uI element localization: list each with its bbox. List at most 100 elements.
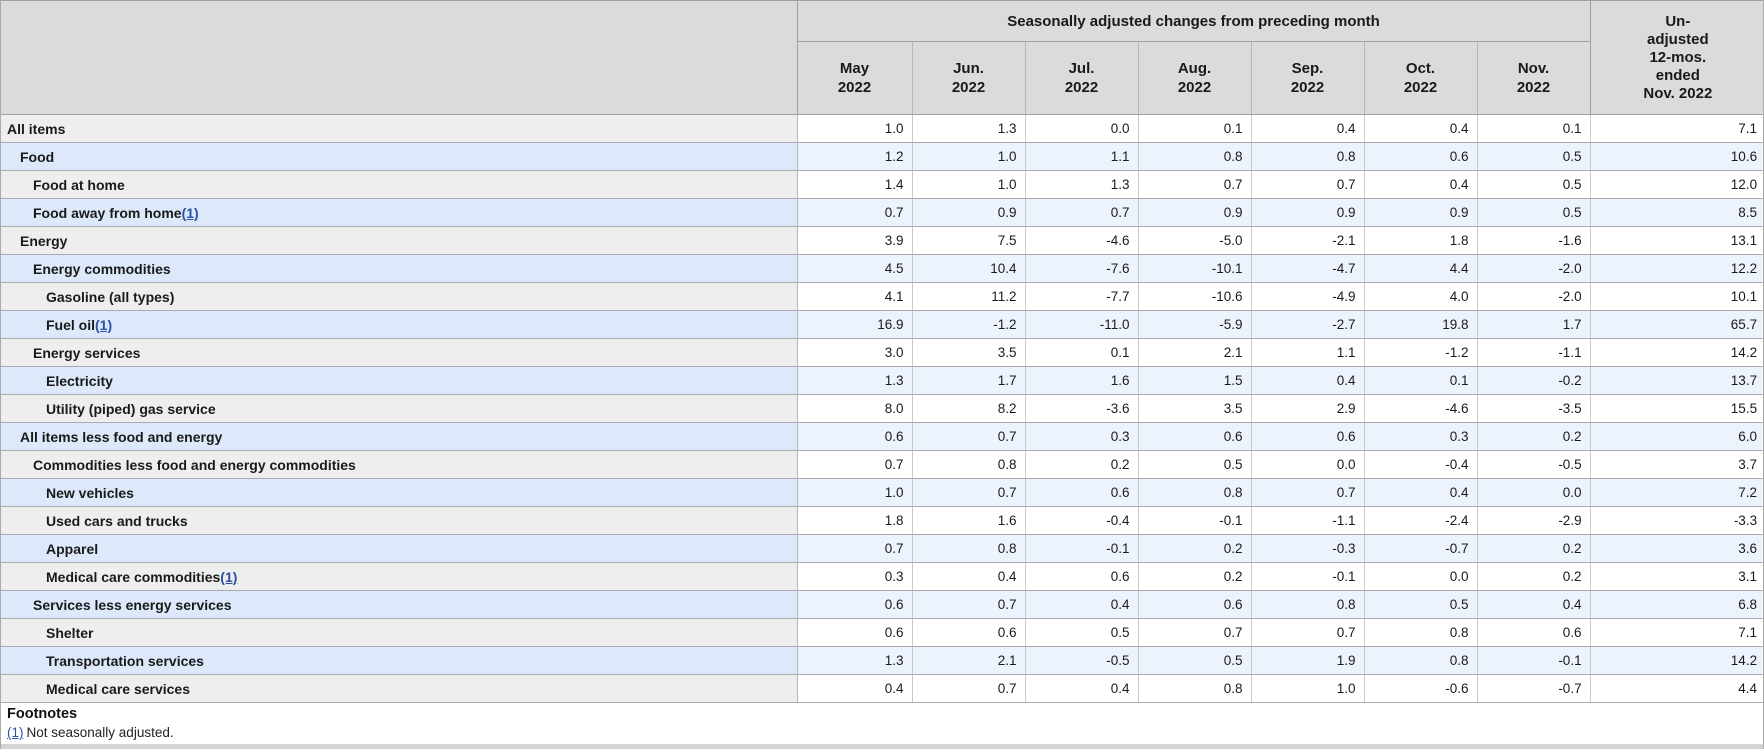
table-row: Fuel oil(1) 16.9 -1.2 -11.0 -5.9 -2.7 19.8 1.7 6…	[1, 310, 1763, 339]
data-cell: 0.7	[1137, 170, 1251, 199]
data-cell: 1.7	[911, 366, 1025, 395]
data-cell: 0.4	[1250, 114, 1364, 143]
data-cell: 0.8	[1363, 646, 1477, 675]
data-cell: -7.7	[1024, 282, 1138, 311]
data-cell: 0.1	[1363, 366, 1477, 395]
data-cell: -2.9	[1476, 506, 1591, 535]
data-cell: 0.6	[796, 618, 912, 647]
table-row: Shelter 0.6 0.6 0.5 0.7 0.7 0.8 0.6 7.1	[1, 618, 1763, 647]
footnote-1-link[interactable]: (1)	[7, 725, 24, 740]
data-cell: 0.7	[796, 198, 912, 227]
data-cell: 4.5	[796, 254, 912, 283]
unadjusted-12mo-cell: 15.5	[1589, 394, 1763, 423]
data-cell: 0.7	[1250, 478, 1364, 507]
data-cell: -0.7	[1476, 674, 1591, 703]
month-header: Oct. 2022	[1363, 41, 1477, 115]
data-cell: 0.7	[911, 422, 1025, 451]
data-cell: 2.9	[1250, 394, 1364, 423]
data-cell: 19.8	[1363, 310, 1477, 339]
data-cell: 3.9	[796, 226, 912, 255]
data-cell: -4.6	[1363, 394, 1477, 423]
data-cell: 1.0	[911, 142, 1025, 171]
data-cell: 0.3	[1363, 422, 1477, 451]
table-row: Used cars and trucks 1.8 1.6 -0.4 -0.1 -1.1 -2…	[1, 506, 1763, 535]
data-cell: 0.5	[1476, 198, 1591, 227]
row-label: Energy services	[1, 338, 797, 367]
footnote-link[interactable]: (1)	[220, 568, 238, 585]
data-cell: 1.8	[796, 506, 912, 535]
table-row: All items 1.0 1.3 0.0 0.1 0.4 0.4 0.1 7.1	[1, 114, 1763, 143]
data-cell: -2.4	[1363, 506, 1477, 535]
row-label: Food	[1, 142, 797, 171]
data-cell: 0.6	[1137, 422, 1251, 451]
table-row: Services less energy services 0.6 0.7 0.4 0.…	[1, 590, 1763, 619]
footnote-link[interactable]: (1)	[181, 204, 199, 221]
data-cell: -0.7	[1363, 534, 1477, 563]
data-cell: -10.1	[1137, 254, 1251, 283]
data-cell: 2.1	[1137, 338, 1251, 367]
data-cell: 11.2	[911, 282, 1025, 311]
data-cell: -0.1	[1476, 646, 1591, 675]
data-cell: 0.7	[911, 590, 1025, 619]
data-cell: 0.0	[1250, 450, 1364, 479]
data-cell: 0.8	[1250, 142, 1364, 171]
data-cell: 0.4	[796, 674, 912, 703]
data-cell: 1.8	[1363, 226, 1477, 255]
data-cell: 0.2	[1137, 534, 1251, 563]
table-row: Food away from home(1) 0.7 0.9 0.7 0.9 0.9 0.9…	[1, 198, 1763, 227]
data-cell: -4.6	[1024, 226, 1138, 255]
data-cell: 0.0	[1363, 562, 1477, 591]
data-cell: 4.0	[1363, 282, 1477, 311]
data-cell: 1.3	[911, 114, 1025, 143]
data-cell: 0.6	[1024, 562, 1138, 591]
data-cell: 1.0	[911, 170, 1025, 199]
data-cell: 0.0	[1024, 114, 1138, 143]
table-row: Transportation services 1.3 2.1 -0.5 0.5 1.9 0…	[1, 646, 1763, 675]
table-row: Medical care commodities(1) 0.3 0.4 0.6 0.2-…	[1, 562, 1763, 591]
table-row: All items less food and energy 0.6 0.7 0.3 0…	[1, 422, 1763, 451]
row-label: Services less energy services	[1, 590, 797, 619]
row-label: Transportation services	[1, 646, 797, 675]
data-cell: 0.7	[796, 450, 912, 479]
table-row: Utility (piped) gas service 8.0 8.2 -3.6 3.5…	[1, 394, 1763, 423]
data-cell: 7.5	[911, 226, 1025, 255]
data-cell: 0.1	[1024, 338, 1138, 367]
data-cell: 0.9	[1363, 198, 1477, 227]
data-cell: -10.6	[1137, 282, 1251, 311]
unadjusted-12mo-cell: 7.2	[1589, 478, 1763, 507]
data-cell: 0.6	[911, 618, 1025, 647]
unadjusted-12mo-header: Un- adjusted 12-mos. ended Nov. 2022	[1589, 0, 1763, 115]
data-cell: -4.9	[1250, 282, 1364, 311]
data-cell: -0.1	[1250, 562, 1364, 591]
month-header: Jun. 2022	[911, 41, 1025, 115]
data-cell: 0.2	[1476, 534, 1591, 563]
data-cell: -0.6	[1363, 674, 1477, 703]
data-cell: -2.1	[1250, 226, 1364, 255]
data-cell: 0.4	[1476, 590, 1591, 619]
data-cell: -1.1	[1250, 506, 1364, 535]
data-cell: 1.2	[796, 142, 912, 171]
row-label: Fuel oil(1)	[1, 310, 797, 339]
unadjusted-12mo-cell: 10.1	[1589, 282, 1763, 311]
data-cell: 0.8	[1363, 618, 1477, 647]
data-cell: 0.8	[1137, 674, 1251, 703]
footnote-link[interactable]: (1)	[95, 316, 113, 333]
data-cell: 0.2	[1024, 450, 1138, 479]
row-label: Energy	[1, 226, 797, 255]
footnotes-title: Footnotes	[7, 706, 78, 722]
data-cell: 0.3	[796, 562, 912, 591]
data-cell: -5.9	[1137, 310, 1251, 339]
data-cell: 0.4	[1363, 170, 1477, 199]
unadjusted-12mo-cell: 6.8	[1589, 590, 1763, 619]
data-cell: 1.6	[1024, 366, 1138, 395]
row-label: Shelter	[1, 618, 797, 647]
table-row: Electricity 1.3 1.7 1.6 1.5 0.4 0.1 -0.2 13.7	[1, 366, 1763, 395]
data-cell: 0.8	[1250, 590, 1364, 619]
unadjusted-12mo-cell: 65.7	[1589, 310, 1763, 339]
data-cell: 0.5	[1024, 618, 1138, 647]
data-cell: 0.8	[1137, 142, 1251, 171]
data-cell: -0.3	[1250, 534, 1364, 563]
data-cell: 1.3	[796, 366, 912, 395]
data-cell: -0.2	[1476, 366, 1591, 395]
table-row: Commodities less food and energy commodi…	[1, 450, 1763, 479]
